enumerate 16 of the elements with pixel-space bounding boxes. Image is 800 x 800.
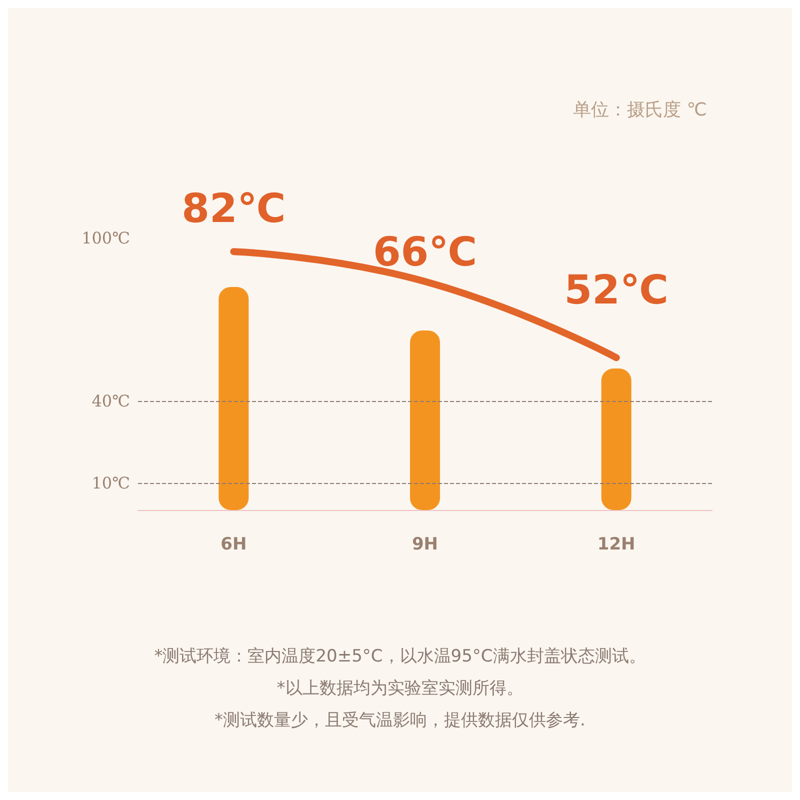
y-tick-label: 100℃	[82, 228, 130, 248]
y-tick-label: 10℃	[92, 473, 130, 492]
chart-subtitle: 单位：摄氏度 ℃	[573, 100, 707, 120]
data-label: 82℃	[182, 186, 286, 232]
y-tick-label: 40℃	[92, 392, 130, 411]
data-label: 52℃	[564, 268, 668, 314]
bar	[410, 330, 440, 510]
data-label: 66℃	[372, 229, 478, 276]
text: *测试环境：室内温度20±5°C，以水温95°C满水封盖状态测试。	[154, 646, 646, 666]
text: *以上数据均为实验室实测所得。	[276, 678, 524, 698]
x-tick-label: 12H	[597, 534, 636, 554]
x-tick-label: 6H	[220, 534, 247, 554]
text: *测试数量少，且受气温影响，提供数据仅供参考.	[214, 710, 586, 730]
x-tick-label: 9H	[412, 534, 438, 554]
bar	[218, 286, 249, 510]
bar	[601, 368, 632, 510]
